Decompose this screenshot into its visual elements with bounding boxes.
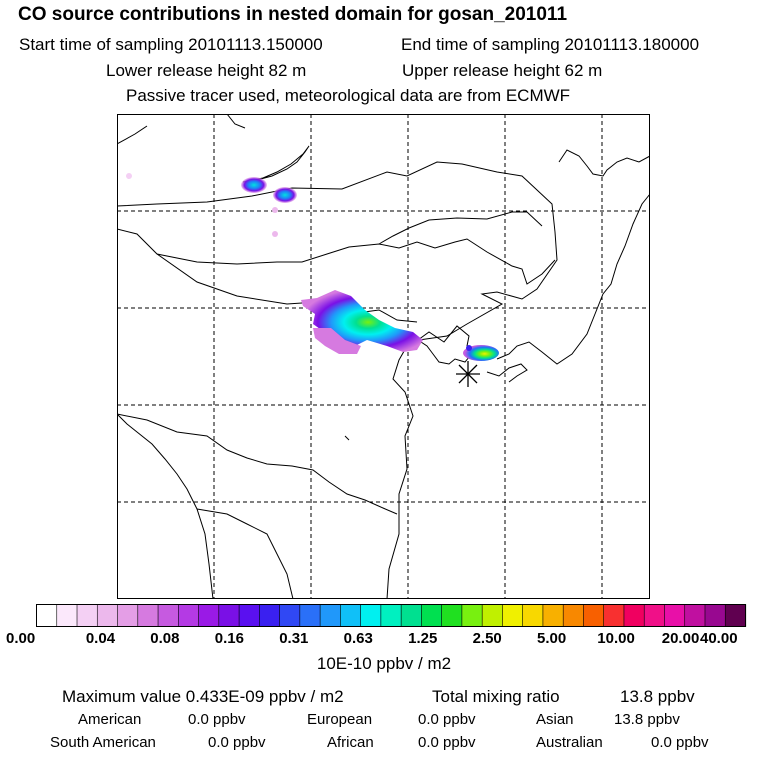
border: [156, 253, 418, 323]
australian-value: 0.0 ppbv: [651, 734, 709, 751]
page-title: CO source contributions in nested domain…: [18, 4, 568, 25]
coastline: [117, 125, 148, 145]
start-time: Start time of sampling 20101113.150000: [19, 35, 323, 54]
colorbar-unit: 10E-10 ppbv / m2: [316, 654, 452, 673]
colorbar-cell: [643, 604, 666, 627]
colorbar-cell: [279, 604, 301, 627]
colorbar-cell: [157, 604, 179, 627]
coastline: [226, 114, 246, 129]
coastline: [117, 413, 214, 599]
grid: [117, 114, 650, 599]
colorbar-tick-label: 0.31: [279, 630, 309, 647]
lake: [242, 145, 310, 183]
north-china-plume-fringe: [313, 328, 361, 354]
american-value: 0.0 ppbv: [188, 711, 246, 728]
border: [117, 228, 556, 285]
colorbar-tick-label: 2.50: [472, 630, 502, 647]
colorbar-cell: [502, 604, 524, 627]
colorbar-cell: [360, 604, 382, 627]
colorbar-cell: [400, 604, 422, 627]
european-value: 0.0 ppbv: [418, 711, 476, 728]
coastline: [417, 325, 474, 365]
border: [196, 508, 294, 599]
colorbar-cell: [218, 604, 240, 627]
colorbar-cell: [623, 604, 645, 627]
upper-release-height: Upper release height 62 m: [402, 61, 603, 80]
colorbar-cell: [259, 604, 281, 627]
colorbar-cell: [542, 604, 564, 627]
plume-speck: [272, 207, 278, 213]
coastline: [486, 363, 528, 383]
lower-release-height: Lower release height 82 m: [106, 61, 307, 80]
north-china-plume: [301, 290, 423, 352]
colorbar-cell: [137, 604, 159, 627]
colorbar-tick-label: 40.00: [700, 630, 738, 647]
tracer-note: Passive tracer used, meteorological data…: [126, 86, 571, 105]
african-value: 0.0 ppbv: [418, 734, 476, 751]
colorbar-cell: [117, 604, 139, 627]
colorbar-cell: [704, 604, 726, 627]
colorbar-cell: [178, 604, 200, 627]
colorbar-cell: [36, 604, 58, 627]
plume-speck: [272, 231, 278, 237]
colorbar-cell: [724, 604, 747, 627]
colorbar-tick-label: 5.00: [537, 630, 567, 647]
colorbar-cell: [481, 604, 504, 627]
coastline: [344, 435, 350, 441]
south-american-label: South American: [50, 734, 156, 751]
colorbar-tick-label: 10.00: [597, 630, 635, 647]
colorbar-tick-label: 0.63: [343, 630, 373, 647]
asian-label: Asian: [536, 711, 574, 728]
colorbar-cell: [461, 604, 483, 627]
colorbar-cell: [684, 604, 706, 627]
plume-speck: [466, 345, 472, 351]
colorbar-cell: [238, 604, 260, 627]
border: [378, 211, 543, 245]
korea-plume: [463, 345, 499, 361]
maximum-value: Maximum value 0.433E-09 ppbv / m2: [62, 687, 344, 706]
colorbar-cell: [583, 604, 605, 627]
coastline: [496, 193, 650, 365]
colorbar-cell: [522, 604, 544, 627]
colorbar-tick-label: 20.00: [661, 630, 700, 647]
australian-label: Australian: [536, 734, 603, 751]
coastline: [117, 161, 558, 599]
total-mixing-ratio-value: 13.8 ppbv: [620, 687, 695, 706]
colorbar-frame: [36, 604, 746, 627]
colorbar-cell: [664, 604, 686, 627]
colorbar-cell: [76, 604, 98, 627]
map-frame: [117, 114, 650, 599]
american-label: American: [78, 711, 142, 728]
coastline: [558, 149, 650, 177]
total-mixing-ratio-label: Total mixing ratio: [432, 687, 560, 706]
map-panel: [117, 114, 650, 599]
colorbar-cell: [319, 604, 341, 627]
colorbar-cell: [299, 604, 321, 627]
colorbar-cell: [421, 604, 443, 627]
colorbar-cell: [96, 604, 119, 627]
colorbar-cell: [340, 604, 362, 627]
border: [117, 413, 398, 515]
asian-value: 13.8 ppbv: [614, 711, 680, 728]
northern-blob-2: [273, 187, 297, 203]
northern-blob-1: [241, 177, 267, 193]
colorbar-cell: [441, 604, 463, 627]
colorbar: [36, 604, 747, 627]
african-label: African: [327, 734, 374, 751]
colorbar-tick-label: 0.08: [150, 630, 180, 647]
european-label: European: [307, 711, 373, 728]
colorbar-cell: [56, 604, 78, 627]
south-american-value: 0.0 ppbv: [208, 734, 266, 751]
plume-speck: [126, 173, 132, 179]
colorbar-tick-label: 0.04: [85, 630, 116, 647]
colorbar-tick-label: 0.00: [6, 630, 36, 647]
asterisk-icon: [456, 361, 480, 387]
colorbar-cell: [380, 604, 402, 627]
colorbar-tick-label: 1.25: [408, 630, 438, 647]
colorbar-tick-label: 0.16: [214, 630, 244, 647]
colorbar-cell: [562, 604, 585, 627]
end-time: End time of sampling 20101113.180000: [401, 35, 700, 54]
colorbar-cell: [603, 604, 625, 627]
colorbar-cell: [198, 604, 220, 627]
